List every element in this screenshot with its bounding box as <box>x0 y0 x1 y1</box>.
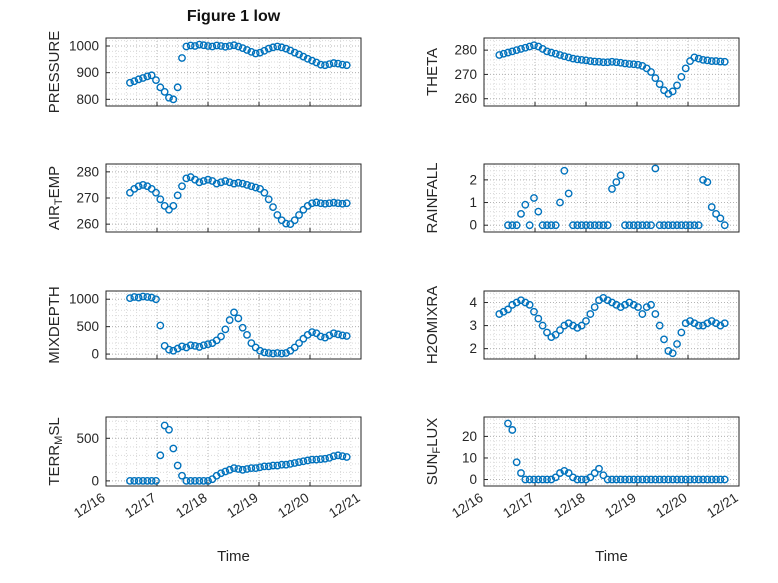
y-tick-label: 1 <box>469 195 477 210</box>
y-axis-label-sun-flux: SUNFLUX <box>424 418 443 486</box>
x-tick-label: 12/21 <box>326 490 363 521</box>
grid <box>106 164 361 232</box>
y-tick-label: 1000 <box>69 292 99 307</box>
subplot-rainfall: 0 1 2 RAINFALL <box>424 163 740 234</box>
x-tick-label: 12/16 <box>71 490 108 521</box>
x-tick-label: 12/16 <box>449 490 486 521</box>
y-tick-label: 2 <box>469 172 477 187</box>
figure-title: Figure 1 low <box>186 8 281 25</box>
series-terr-msl <box>126 421 351 485</box>
y-tick-label: 270 <box>454 67 477 82</box>
subplot-air-temp: 260 270 280 AIRTEMP <box>46 163 362 233</box>
subplot-sun-flux: 0 10 20 SUNFLUX 12/16 12/17 12/18 12/19 12/20 12/… <box>424 416 741 521</box>
y-tick-label: 0 <box>91 347 99 362</box>
series-theta <box>495 41 729 98</box>
x-tick-label: 12/21 <box>704 490 741 521</box>
y-tick-label: 260 <box>454 91 477 106</box>
y-tick-label: 900 <box>76 65 99 80</box>
y-tick-label: 800 <box>76 92 99 107</box>
x-tick-label: 12/19 <box>224 490 261 521</box>
y-tick-label: 2 <box>469 341 477 356</box>
series-rainfall <box>504 164 729 230</box>
series-sun-flux <box>504 419 729 484</box>
series-air-temp <box>126 173 351 229</box>
subplot-terr-msl: 0 500 TERRMSL 12/16 12/17 12/18 12/19 12/20 12/2… <box>46 416 363 521</box>
y-tick-label: 0 <box>469 472 477 487</box>
y-axis-label-h2omixra: H2OMIXRA <box>424 286 441 364</box>
y-tick-label: 280 <box>454 43 477 58</box>
grid <box>484 164 739 232</box>
axes-box <box>105 290 362 360</box>
y-axis-label-air-temp: AIRTEMP <box>46 166 65 230</box>
y-tick-label: 20 <box>462 429 477 444</box>
x-tick-label: 12/18 <box>173 490 210 521</box>
x-tick-label: 12/17 <box>122 490 159 521</box>
y-tick-label: 270 <box>76 191 99 206</box>
y-tick-label: 260 <box>76 217 99 232</box>
series-h2omixra <box>495 294 729 358</box>
series-mixdepth <box>126 292 351 358</box>
x-tick-label: 12/17 <box>500 490 537 521</box>
grid <box>106 291 361 359</box>
x-tick-label: 12/20 <box>275 490 312 521</box>
y-axis-label-mixdepth: MIXDEPTH <box>46 286 63 364</box>
y-tick-label: 0 <box>91 473 99 488</box>
y-tick-label: 3 <box>469 318 477 333</box>
y-tick-label: 0 <box>469 218 477 233</box>
x-axis-label-left: Time <box>217 548 250 565</box>
y-tick-label: 1000 <box>69 39 99 54</box>
x-tick-label: 12/20 <box>653 490 690 521</box>
grid <box>106 38 361 106</box>
axes-box <box>483 163 740 233</box>
y-axis-label-rainfall: RAINFALL <box>424 163 441 234</box>
subplot-pressure: 800 900 1000 PRESSURE <box>46 31 362 114</box>
axes-box <box>105 416 362 487</box>
axes-box <box>483 37 740 107</box>
y-tick-label: 280 <box>76 164 99 179</box>
series-pressure <box>126 40 351 104</box>
subplot-mixdepth: 0 500 1000 MIXDEPTH <box>46 286 362 364</box>
grid <box>106 417 361 486</box>
axes-box <box>105 37 362 107</box>
y-tick-label: 10 <box>462 450 477 465</box>
axes-box <box>483 290 740 360</box>
x-tick-label: 12/18 <box>551 490 588 521</box>
y-tick-label: 4 <box>469 295 477 310</box>
axes-box <box>483 416 740 487</box>
x-axis-label-right: Time <box>595 548 628 565</box>
y-axis-label-pressure: PRESSURE <box>46 31 63 114</box>
subplot-theta: 260 270 280 THETA <box>424 37 740 107</box>
y-axis-label-terr-msl: TERRMSL <box>46 417 65 485</box>
y-axis-label-theta: THETA <box>424 48 441 96</box>
y-tick-label: 500 <box>76 431 99 446</box>
subplot-h2omixra: 2 3 4 H2OMIXRA <box>424 286 740 364</box>
y-tick-label: 500 <box>76 319 99 334</box>
x-tick-label: 12/19 <box>602 490 639 521</box>
